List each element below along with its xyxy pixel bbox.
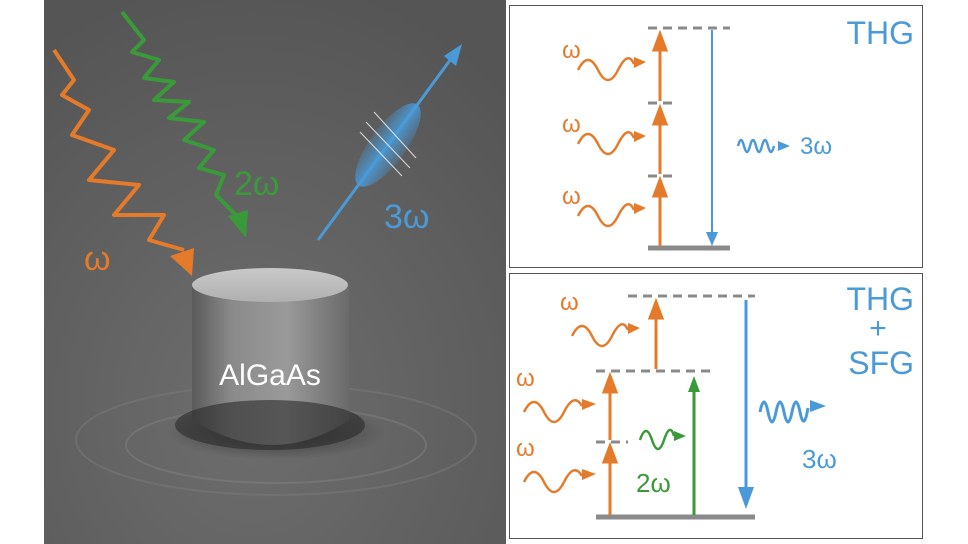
sfg-title-line3: SFG [848,345,914,381]
three-omega-label: 3ω [384,198,429,236]
thg-title: THG [846,15,914,51]
sfg-green-wave [638,428,676,451]
thg-input-waves [576,57,636,228]
algaas-label: AlGaAs [219,359,321,392]
thg-output-wave [736,138,776,154]
sfg-diagram-panel: THG + SFG ω ω ω [509,273,923,539]
thg-up-arrows [651,29,669,246]
sfg-green-label: 2ω [636,468,671,498]
sem-image: AlGaAs ω 2ω 3ω [44,0,506,544]
sfg-title-line2: + [869,312,887,345]
sfg-up-arrows [601,297,665,515]
sfg-title-line1: THG [846,281,914,317]
sfg-output-label: 3ω [802,444,837,474]
thg-output-label: 3ω [800,133,832,160]
sfg-output-wave [758,400,810,424]
algaas-pillar [175,268,365,450]
two-omega-label: 2ω [234,165,279,203]
two-omega-beam [120,10,248,238]
omega-beam [52,48,194,276]
thg-input-label-2: ω [562,111,581,138]
sfg-input-waves [522,323,630,494]
thg-input-label-3: ω [562,183,581,210]
sem-image-panel: AlGaAs ω 2ω 3ω [44,0,506,544]
thg-diagram: THG ω ω ω 3ω [562,15,914,251]
sfg-diagram: THG + SFG ω ω ω [516,281,914,520]
three-omega-beam [316,44,462,241]
sfg-input-label-1: ω [560,289,579,316]
sfg-input-label-2: ω [516,365,535,392]
sfg-input-label-3: ω [516,435,535,462]
omega-label: ω [84,240,111,278]
thg-diagram-panel: THG ω ω ω 3ω [509,5,923,268]
thg-input-label-1: ω [562,37,581,64]
